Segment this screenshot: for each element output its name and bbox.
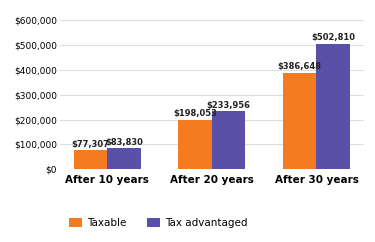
Text: $77,307: $77,307	[72, 140, 110, 149]
Text: $83,830: $83,830	[105, 138, 143, 147]
Text: $386,648: $386,648	[278, 62, 322, 71]
Legend: Taxable, Tax advantaged: Taxable, Tax advantaged	[65, 214, 252, 232]
Bar	[74, 150, 107, 169]
Text: $198,053: $198,053	[173, 109, 217, 119]
Bar	[178, 120, 212, 169]
Bar	[316, 44, 350, 169]
Text: $502,810: $502,810	[311, 33, 355, 43]
Bar	[283, 73, 316, 169]
Bar	[212, 111, 245, 169]
Bar	[107, 149, 141, 169]
Text: $233,956: $233,956	[207, 100, 251, 110]
